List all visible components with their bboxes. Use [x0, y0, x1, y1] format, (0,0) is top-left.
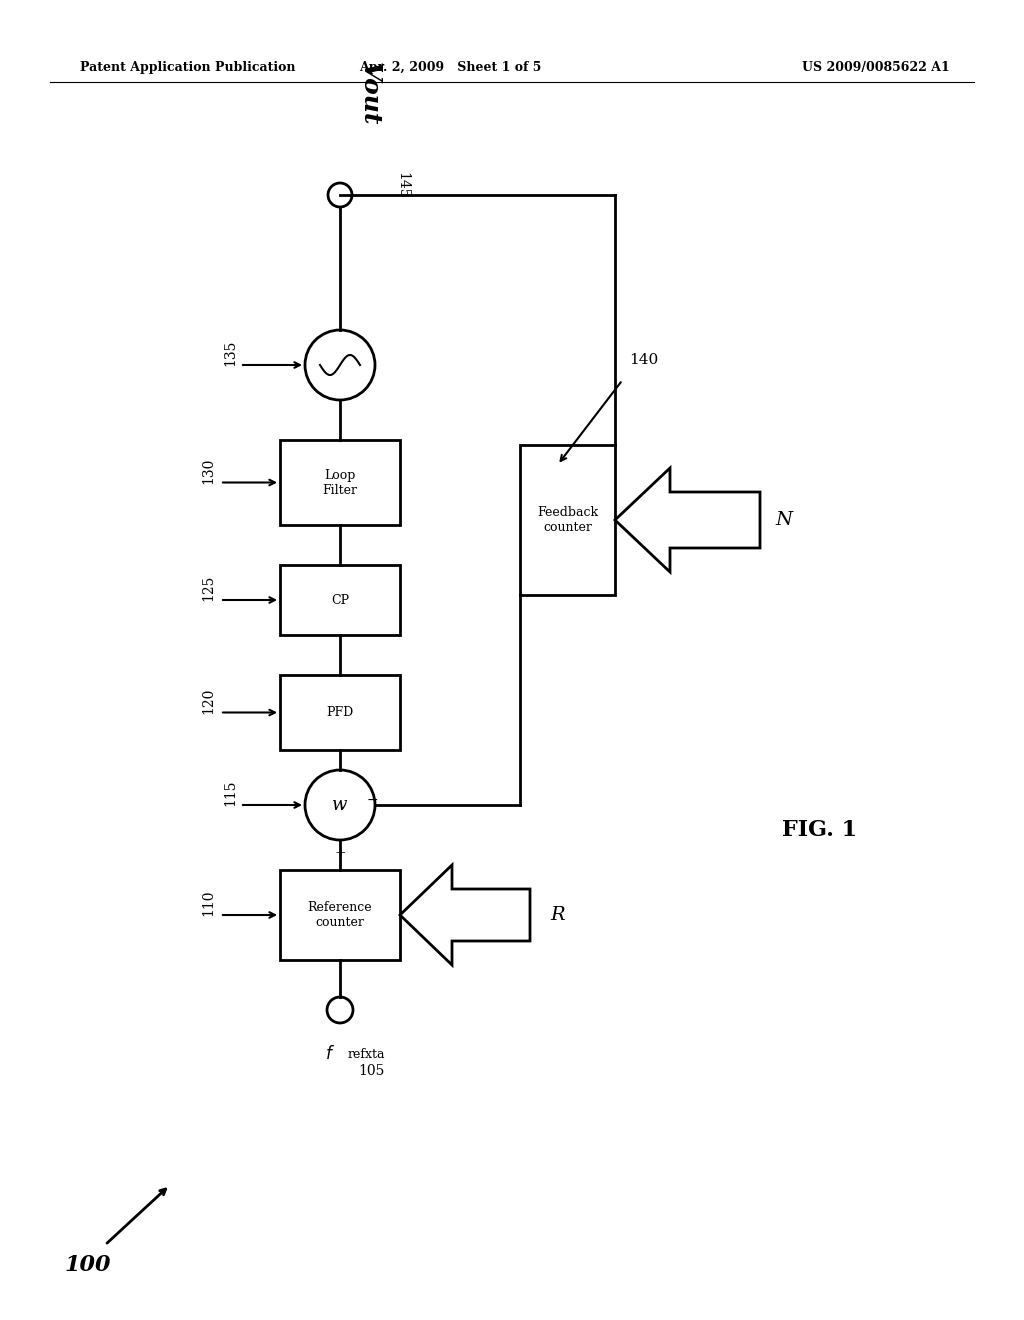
Text: 100: 100 — [65, 1254, 112, 1276]
Text: N: N — [775, 511, 793, 529]
Text: 105: 105 — [358, 1064, 384, 1078]
Polygon shape — [400, 865, 530, 965]
Text: 110: 110 — [201, 890, 215, 916]
Text: 120: 120 — [201, 688, 215, 714]
Text: R: R — [550, 906, 564, 924]
Text: 130: 130 — [201, 457, 215, 483]
Text: US 2009/0085622 A1: US 2009/0085622 A1 — [802, 62, 950, 74]
Text: PFD: PFD — [327, 706, 353, 719]
Text: FIG. 1: FIG. 1 — [782, 818, 857, 841]
Text: Loop
Filter: Loop Filter — [323, 469, 357, 496]
Text: 135: 135 — [223, 339, 237, 366]
Text: CP: CP — [331, 594, 349, 606]
Text: 125: 125 — [201, 574, 215, 601]
Bar — [280, 870, 400, 960]
Text: 140: 140 — [630, 352, 658, 367]
Bar — [520, 445, 615, 595]
Text: 145: 145 — [395, 172, 409, 198]
Bar — [280, 565, 400, 635]
Bar — [280, 440, 400, 525]
Text: −: − — [367, 793, 379, 807]
Text: refxta: refxta — [348, 1048, 385, 1061]
Text: Vout: Vout — [358, 62, 382, 125]
Text: Patent Application Publication: Patent Application Publication — [80, 62, 296, 74]
Text: +: + — [334, 846, 346, 861]
Text: Feedback
counter: Feedback counter — [537, 506, 598, 535]
Text: Reference
counter: Reference counter — [307, 902, 373, 929]
Polygon shape — [615, 469, 760, 572]
Bar — [280, 675, 400, 750]
Text: w: w — [333, 796, 348, 814]
Text: $f$: $f$ — [325, 1045, 335, 1063]
Text: 115: 115 — [223, 780, 237, 807]
Text: Apr. 2, 2009   Sheet 1 of 5: Apr. 2, 2009 Sheet 1 of 5 — [358, 62, 542, 74]
